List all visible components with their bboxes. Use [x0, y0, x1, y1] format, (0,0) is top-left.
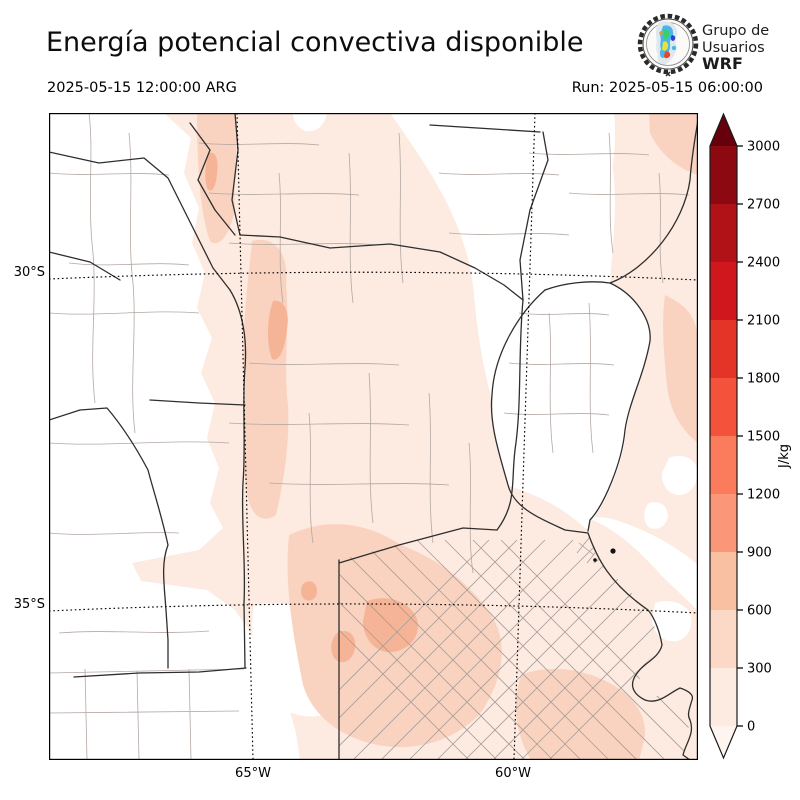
cb-label-1500: 1500	[747, 430, 780, 445]
cape-zero-regions	[252, 113, 698, 717]
cb-label-600: 600	[747, 604, 772, 619]
cb-label-0: 0	[747, 720, 755, 735]
cb-label-3000: 3000	[747, 140, 780, 155]
colorbar-tick-labels: 0 300 600 900 1200 1500 1800 2100 2400 2…	[747, 140, 780, 735]
logo-line-3: WRF	[702, 54, 743, 73]
gridline-65w	[236, 113, 254, 760]
lat-tick-35s: 35°S	[13, 597, 45, 612]
run-time-label: Run: 2025-05-15 06:00:00	[571, 80, 763, 96]
cape-map	[49, 113, 698, 760]
page-title: Energía potencial convectiva disponible	[46, 27, 584, 58]
colorbar-seg-600-900	[710, 552, 737, 610]
colorbar-legend: 0 300 600 900 1200 1500 1800 2100 2400 2…	[706, 108, 800, 788]
buenos-aires-partido-lattice	[339, 537, 692, 760]
graticule-gridlines	[49, 113, 698, 760]
logo-line-1: Grupo de	[702, 23, 769, 39]
colorbar: 0 300 600 900 1200 1500 1800 2100 2400 2…	[709, 112, 792, 760]
colorbar-seg-300-600	[710, 610, 737, 668]
valid-time-label: 2025-05-15 12:00:00 ARG	[47, 80, 237, 96]
colorbar-under-arrow	[710, 726, 737, 758]
lon-tick-60w: 60°W	[495, 766, 531, 781]
colorbar-over-arrow	[710, 114, 737, 146]
city-marker-blobs	[593, 548, 616, 562]
lon-tick-65w: 65°W	[235, 766, 271, 781]
lat-tick-30s: 30°S	[13, 265, 45, 280]
cb-label-300: 300	[747, 662, 772, 677]
colorbar-seg-0-300	[710, 668, 737, 726]
colorbar-seg-1500-1800	[710, 378, 737, 436]
colorbar-segments	[710, 114, 737, 758]
colorbar-seg-2400-2700	[710, 204, 737, 262]
gridline-30s	[49, 271, 698, 281]
cb-label-2400: 2400	[747, 256, 780, 271]
cb-label-1800: 1800	[747, 372, 780, 387]
colorbar-seg-900-1200	[710, 494, 737, 552]
colorbar-seg-2700-3000	[710, 146, 737, 204]
colorbar-seg-1200-1500	[710, 436, 737, 494]
logo-graphic: Grupo de Usuarios WRF	[637, 13, 769, 77]
colorbar-tick-marks	[737, 145, 743, 727]
gridline-60w	[513, 113, 536, 760]
logo-emblem-icon	[637, 13, 699, 77]
map-panel	[49, 113, 698, 760]
logo-line-2: Usuarios	[702, 40, 765, 56]
wrf-users-group-logo: Grupo de Usuarios WRF	[630, 8, 780, 80]
gridline-35s	[49, 603, 698, 614]
cb-label-2700: 2700	[747, 198, 780, 213]
cb-label-900: 900	[747, 546, 772, 561]
cb-label-2100: 2100	[747, 314, 780, 329]
colorbar-seg-1800-2100	[710, 320, 737, 378]
cb-label-1200: 1200	[747, 488, 780, 503]
province-boundaries	[49, 113, 698, 760]
logo-text: Grupo de Usuarios WRF	[702, 23, 769, 73]
map-border	[49, 113, 698, 760]
colorbar-seg-2100-2400	[710, 262, 737, 320]
colorbar-units-label: J/kg	[777, 444, 792, 469]
